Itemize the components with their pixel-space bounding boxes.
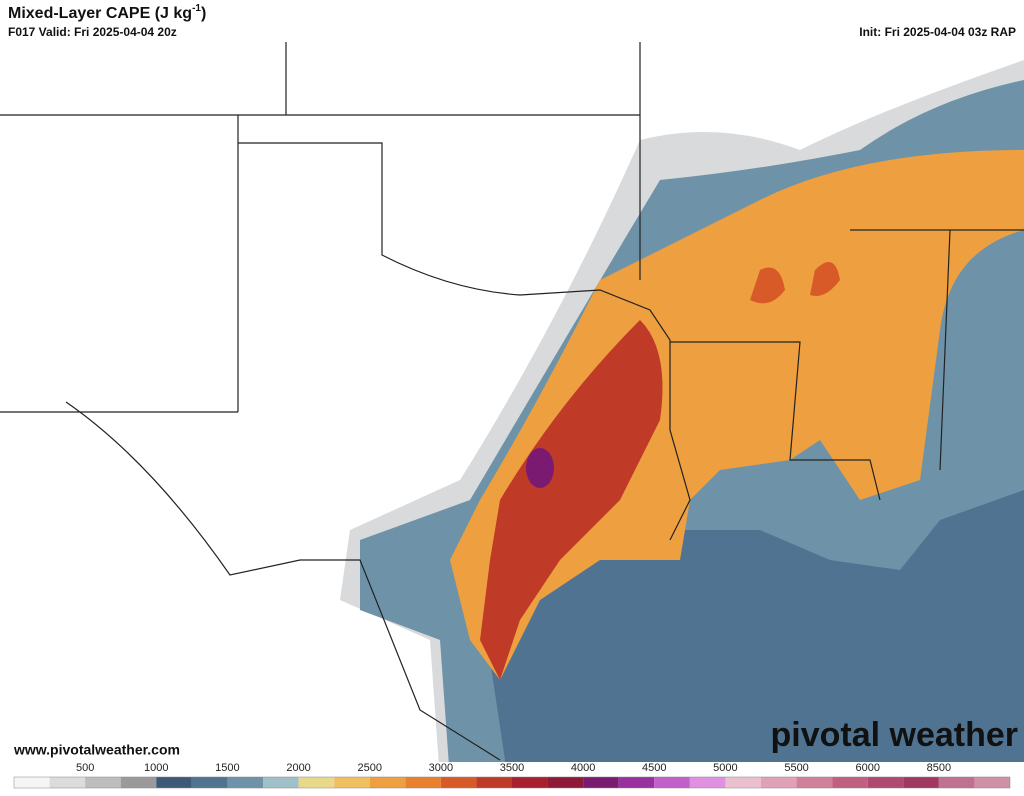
colorbar-swatch xyxy=(369,777,406,788)
colorbar-swatch xyxy=(227,777,263,788)
valid-time: F017 Valid: Fri 2025-04-04 20z xyxy=(8,25,177,39)
borders xyxy=(0,42,1024,761)
colorbar-tick-label: 3000 xyxy=(429,762,453,774)
colorbar-swatch xyxy=(618,777,655,788)
colorbar-tick-label: 4000 xyxy=(571,762,595,774)
logo: pivotal weather xyxy=(770,716,1018,754)
colorbar-tick-label: 3500 xyxy=(500,762,524,774)
colorbar-swatch xyxy=(903,777,939,788)
colorbar-swatch xyxy=(832,777,868,788)
colorbar-swatch xyxy=(440,777,477,788)
colorbar-swatch xyxy=(938,777,975,788)
title: Mixed-Layer CAPE (J kg-1) xyxy=(8,3,206,23)
colorbar-swatch xyxy=(405,777,441,788)
colorbar-tick-label: 5500 xyxy=(784,762,808,774)
colorbar-swatch xyxy=(298,777,335,788)
colorbar: 500 1000 1500 2000 2500 3000 3500 4000 4500 5000 5… xyxy=(13,762,1011,789)
colorbar-tick-label: 8500 xyxy=(927,762,951,774)
colorbar-swatch xyxy=(120,777,157,788)
colorbar-swatch xyxy=(547,777,584,788)
colorbar-swatch xyxy=(263,777,299,788)
colorbar-swatch xyxy=(156,777,192,788)
map xyxy=(0,42,1024,780)
colorbar-tick-label: 6000 xyxy=(855,762,879,774)
gulf xyxy=(490,490,1024,780)
colorbar-swatch xyxy=(796,777,833,788)
colorbar-swatch xyxy=(476,777,512,788)
shade-orange xyxy=(450,150,1024,680)
colorbar-swatch xyxy=(85,777,121,788)
colorbar-tick-label: 1500 xyxy=(215,762,239,774)
colorbar-swatch xyxy=(689,777,726,788)
colorbar-tick-label: 5000 xyxy=(713,762,737,774)
colorbar-swatch xyxy=(583,777,619,788)
shade-red xyxy=(480,320,663,680)
colorbar-swatch xyxy=(49,777,86,788)
init-time: Init: Fri 2025-04-04 03z RAP xyxy=(859,25,1016,39)
colorbar-tick-label: 4500 xyxy=(642,762,666,774)
website: www.pivotalweather.com xyxy=(13,742,180,758)
colorbar-swatch xyxy=(191,777,228,788)
colorbar-tick-label: 500 xyxy=(76,762,94,774)
title-main: Mixed-Layer CAPE (J kg xyxy=(8,5,192,22)
colorbar-swatch xyxy=(761,777,797,788)
colorbar-swatch xyxy=(334,777,370,788)
colorbar-swatch xyxy=(867,777,904,788)
header-bg xyxy=(0,0,1024,42)
colorbar-tick-label: 2000 xyxy=(286,762,310,774)
colorbar-swatch xyxy=(974,777,1010,788)
colorbar-tick-label: 2500 xyxy=(357,762,381,774)
colorbar-swatch xyxy=(512,777,548,788)
colorbar-frame xyxy=(13,776,1011,789)
shade-red-ne xyxy=(750,262,840,304)
colorbar-swatch xyxy=(14,777,50,788)
title-sup: -1 xyxy=(192,3,201,14)
colorbar-swatch xyxy=(654,777,690,788)
colorbar-swatch xyxy=(725,777,761,788)
title-end: ) xyxy=(201,5,206,22)
colorbar-tick-label: 1000 xyxy=(144,762,168,774)
shade-purple xyxy=(526,448,554,488)
